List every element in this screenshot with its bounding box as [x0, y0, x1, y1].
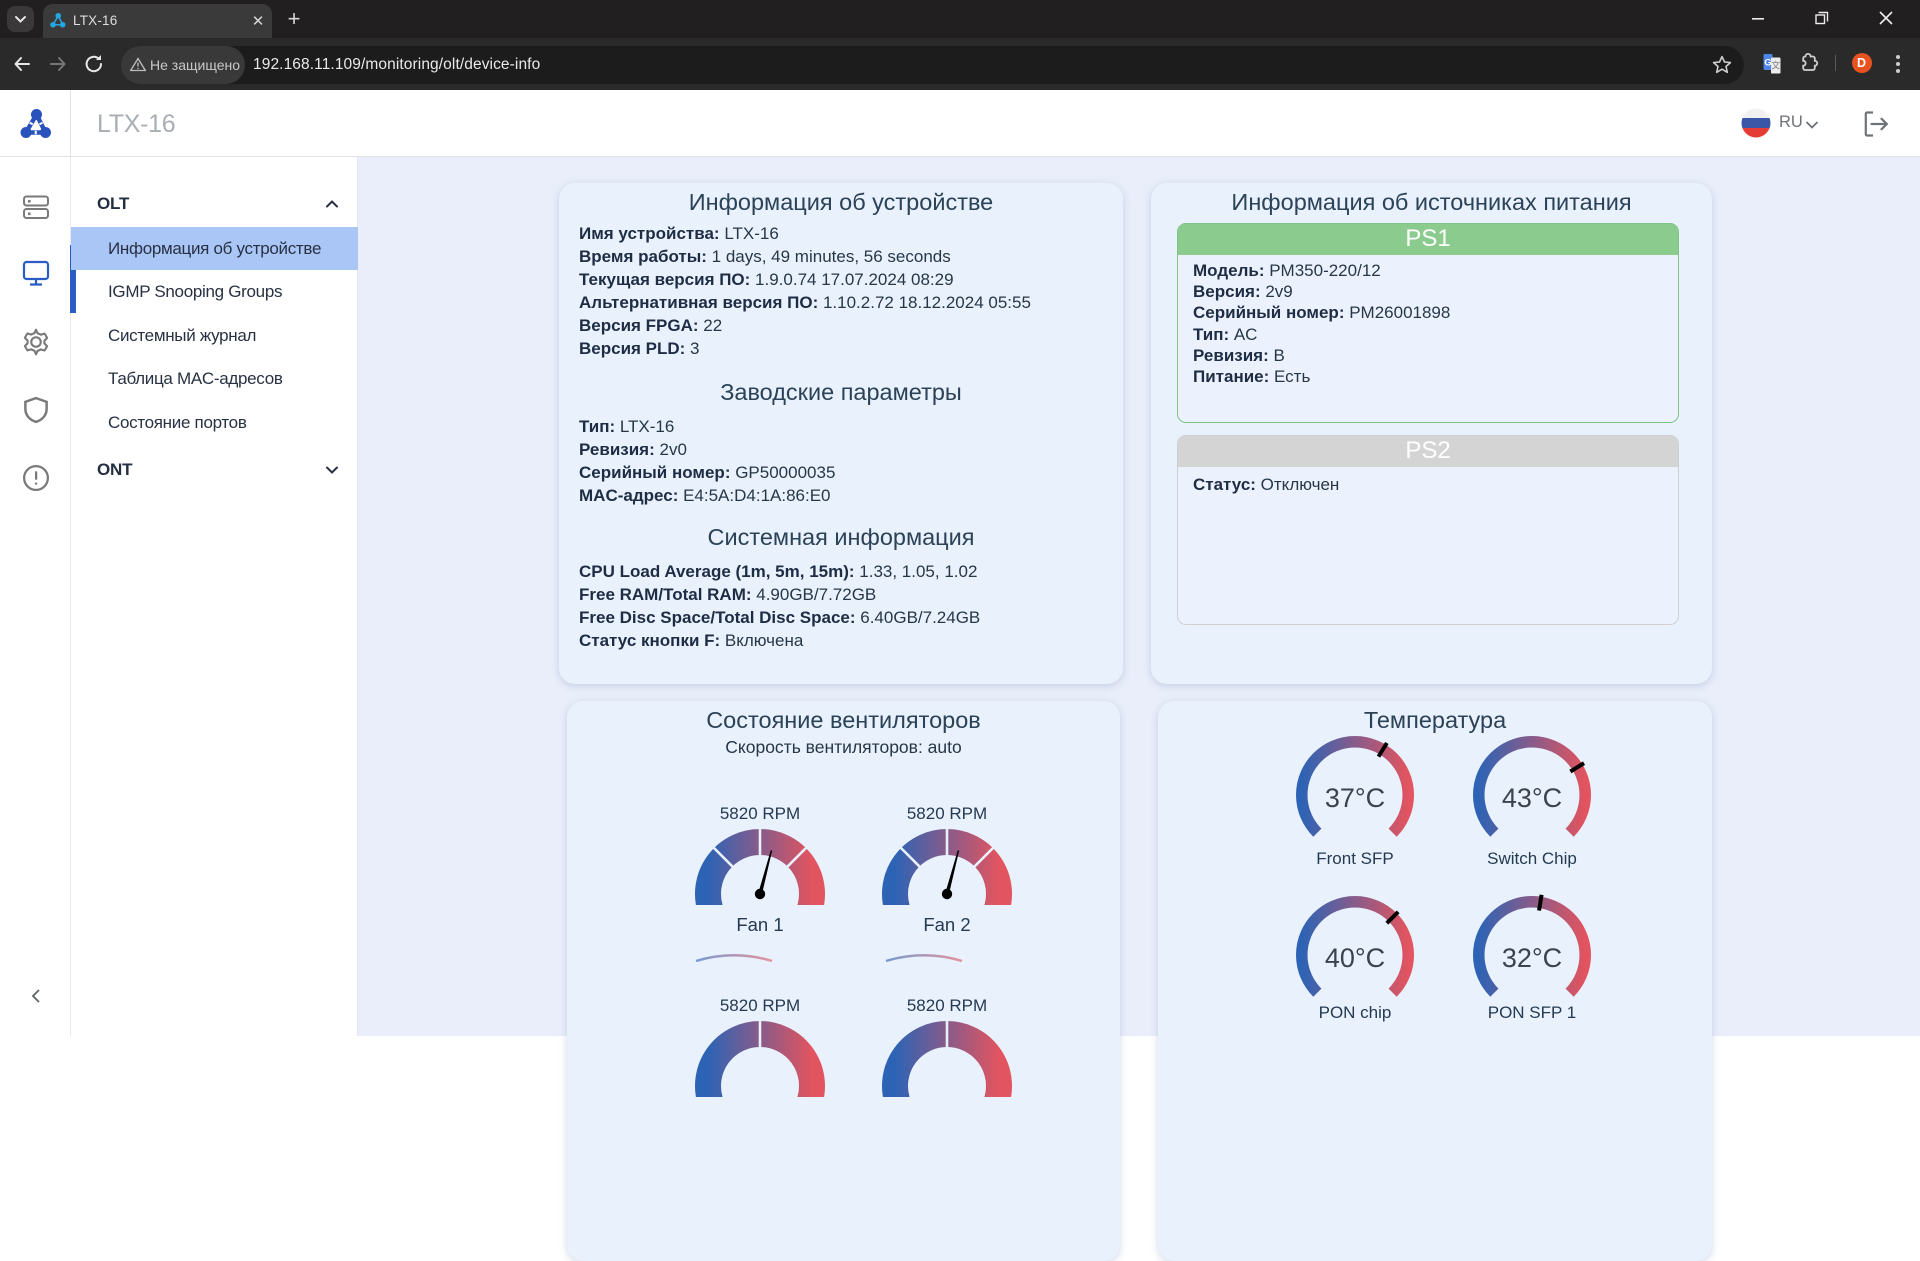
svg-text:文: 文 [1771, 60, 1780, 71]
svg-text:G: G [1764, 58, 1771, 69]
